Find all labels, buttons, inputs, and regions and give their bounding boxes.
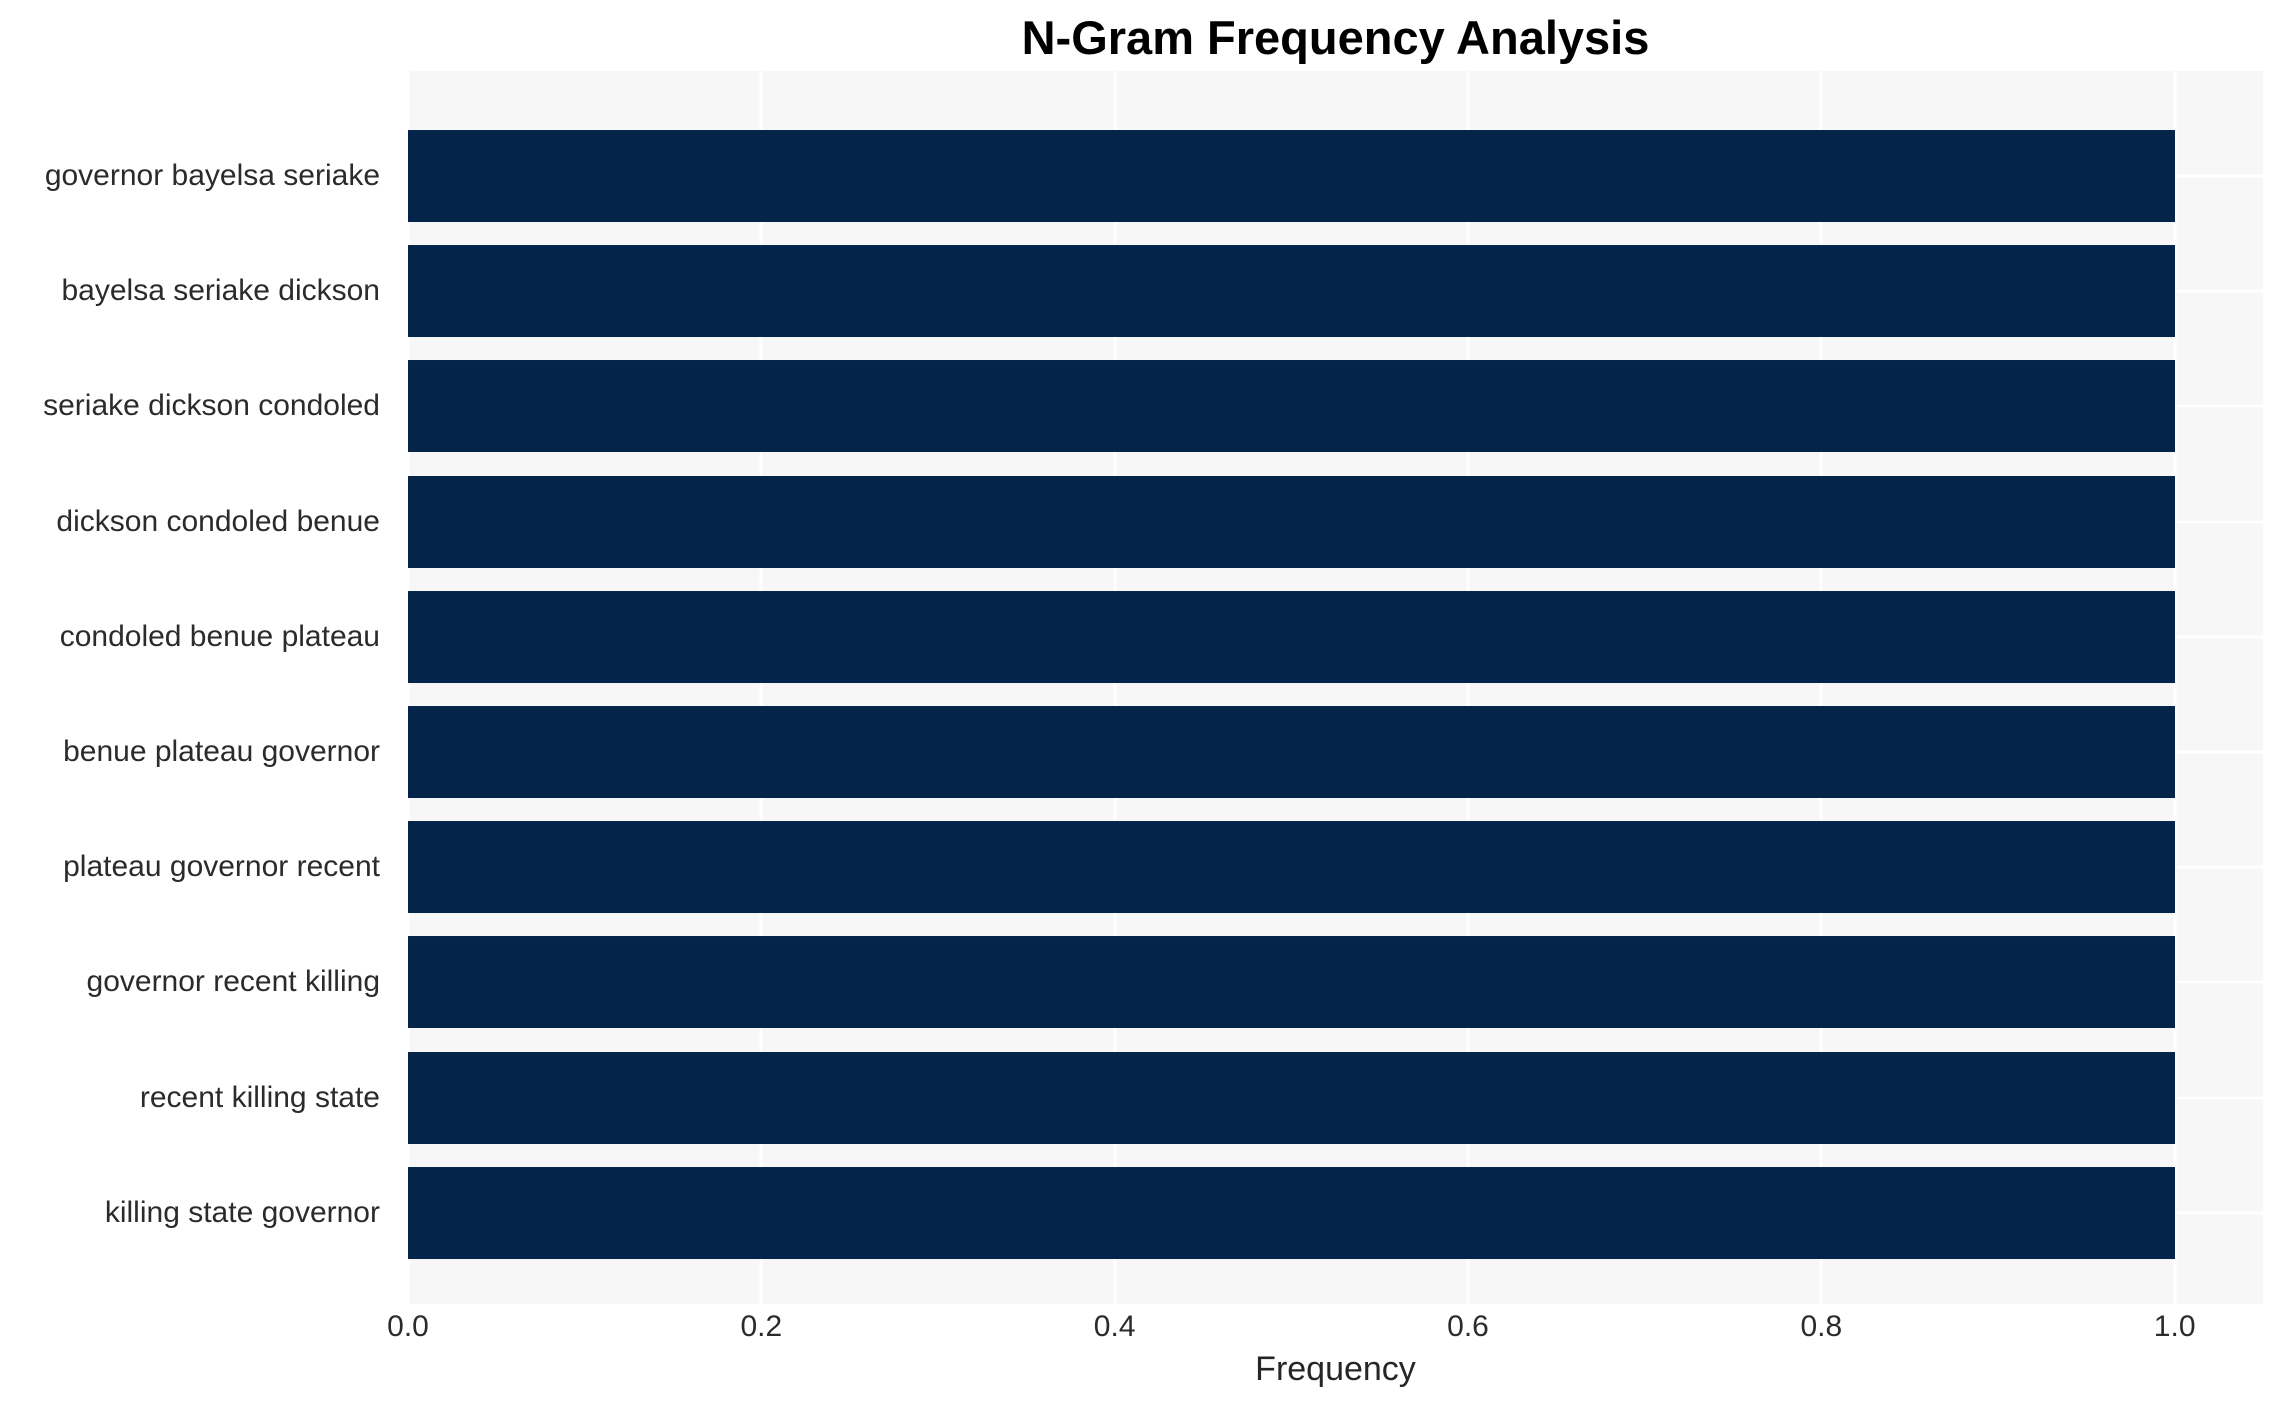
bar xyxy=(408,821,2175,914)
x-tick-label: 1.0 xyxy=(2153,1310,2196,1343)
bar xyxy=(408,1051,2175,1144)
gridline-vertical xyxy=(2173,71,2177,1304)
chart-title: N-Gram Frequency Analysis xyxy=(1021,11,1650,64)
gridline-vertical xyxy=(759,71,763,1304)
x-tick-label: 0.8 xyxy=(1800,1310,1843,1343)
y-tick-label: governor bayelsa seriake xyxy=(44,159,380,193)
gridline-vertical xyxy=(1819,71,1823,1304)
bar xyxy=(408,130,2175,223)
y-tick-label: governor recent killing xyxy=(86,965,380,999)
gridline-vertical xyxy=(1113,71,1117,1304)
y-tick-label: killing state governor xyxy=(104,1195,380,1229)
y-tick-label: recent killing state xyxy=(139,1080,380,1114)
bar xyxy=(408,1166,2175,1259)
y-tick-label: seriake dickson condoled xyxy=(43,389,380,423)
y-axis-labels: governor bayelsa seriake bayelsa seriake … xyxy=(0,71,394,1304)
bar xyxy=(408,706,2175,799)
y-tick-label: dickson condoled benue xyxy=(56,504,380,538)
gridline-vertical xyxy=(408,71,410,1304)
plot-area xyxy=(408,71,2263,1304)
x-axis-label: Frequency xyxy=(1255,1350,1416,1388)
x-tick-label: 0.4 xyxy=(1093,1310,1136,1343)
y-tick-label: plateau governor recent xyxy=(63,850,380,884)
bar xyxy=(408,245,2175,338)
y-tick-label: benue plateau governor xyxy=(63,735,380,769)
y-tick-label: bayelsa seriake dickson xyxy=(61,274,380,308)
gridline-vertical xyxy=(1466,71,1470,1304)
x-tick-label: 0.0 xyxy=(387,1310,429,1343)
bar xyxy=(408,936,2175,1029)
bar xyxy=(408,360,2175,453)
bar xyxy=(408,475,2175,568)
x-tick-label: 0.2 xyxy=(740,1310,783,1343)
x-axis-ticks: 0.0 0.2 0.4 0.6 0.8 1.0 xyxy=(387,1310,2263,1348)
x-tick-label: 0.6 xyxy=(1447,1310,1489,1343)
bar xyxy=(408,590,2175,683)
y-tick-label: condoled benue plateau xyxy=(59,619,380,653)
